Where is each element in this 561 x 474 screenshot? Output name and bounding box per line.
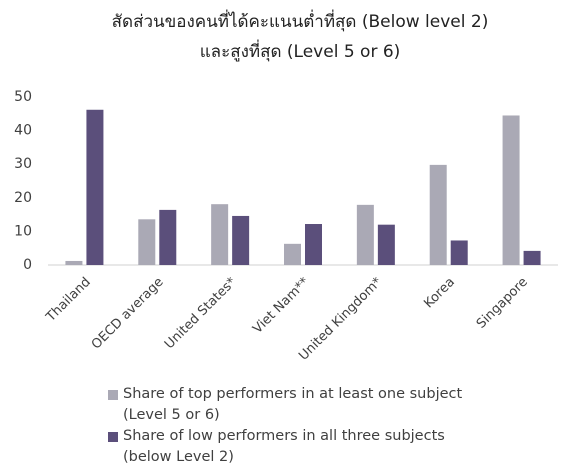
legend-item: Share of top performers in at least one … <box>108 384 488 426</box>
y-tick-label: 50 <box>14 89 32 105</box>
x-tick-label: United States* <box>162 274 240 352</box>
x-tick-label: OECD average <box>89 275 167 353</box>
legend-swatch <box>108 390 118 400</box>
legend-item: Share of low performers in all three sub… <box>108 426 488 468</box>
bar <box>429 164 447 265</box>
bar <box>284 243 301 265</box>
x-tick-label: Thailand <box>43 275 94 326</box>
bar <box>356 204 374 265</box>
x-tick-label: Singapore <box>474 275 531 332</box>
y-tick-label: 30 <box>14 156 32 172</box>
bar <box>138 219 156 265</box>
bar <box>86 109 104 265</box>
legend-label: Share of top performers in at least one … <box>123 386 463 423</box>
bar <box>305 224 322 265</box>
x-tick-label: Viet Nam** <box>250 274 312 336</box>
y-tick-label: 20 <box>14 190 32 206</box>
bar <box>450 240 468 265</box>
y-tick-label: 10 <box>14 223 32 239</box>
chart-title: สัดส่วนของคนที่ได้คะแนนต่ำที่สุด (Below … <box>112 9 489 32</box>
y-tick-label: 40 <box>14 123 32 139</box>
bar <box>377 224 395 265</box>
legend: Share of top performers in at least one … <box>108 384 488 468</box>
bar <box>232 215 250 265</box>
chart-title: และสูงที่สุด (Level 5 or 6) <box>200 39 401 62</box>
legend-label: Share of low performers in all three sub… <box>123 428 445 465</box>
bar <box>211 204 229 265</box>
legend-swatch <box>108 432 118 442</box>
x-tick-label: Korea <box>421 275 458 312</box>
bar <box>65 260 83 265</box>
bar <box>523 250 541 265</box>
bar <box>502 115 520 265</box>
bar <box>159 209 177 265</box>
y-tick-label: 0 <box>23 257 32 273</box>
chart: สัดส่วนของคนที่ได้คะแนนต่ำที่สุด (Below … <box>14 9 558 364</box>
